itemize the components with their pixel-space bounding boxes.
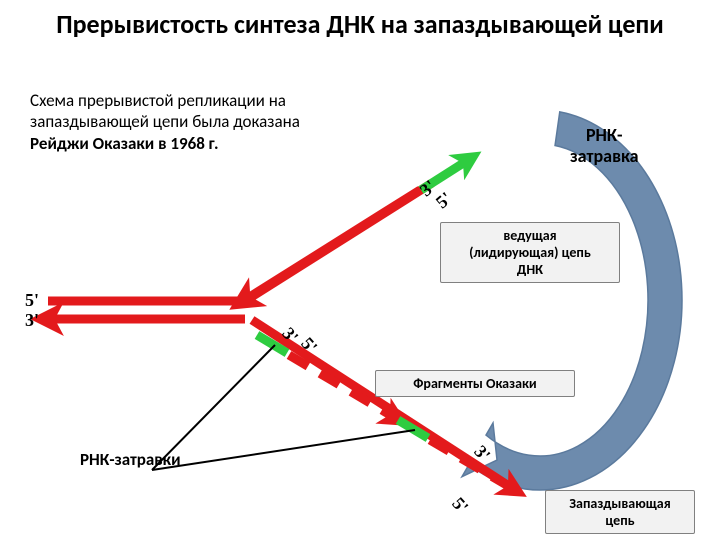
leading-l1: ведущая bbox=[503, 227, 556, 244]
lagging-strand-label: Запаздывающая цепь bbox=[545, 490, 695, 534]
okazaki-fragments-label: Фрагменты Оказаки bbox=[375, 370, 575, 397]
rna-primer-top-label: РНК- затравка bbox=[570, 125, 639, 166]
rna-top-l1: РНК- bbox=[586, 124, 623, 146]
end-3prime-left: 3' bbox=[25, 310, 39, 331]
okazaki-text: Фрагменты Оказаки bbox=[413, 375, 536, 392]
leading-strand-label: ведущая (лидирующая) цепь ДНК bbox=[440, 222, 620, 283]
rna-top-l2: затравка bbox=[570, 145, 639, 167]
end-5prime-left: 5' bbox=[25, 290, 39, 311]
lagging-l1: Запаздывающая bbox=[569, 495, 670, 512]
lagging-l2: цепь bbox=[605, 512, 634, 529]
rna-bot-text: РНК-затравки bbox=[80, 449, 181, 470]
rna-primers-bottom-label: РНК-затравки bbox=[80, 450, 181, 470]
leading-l3: ДНК bbox=[517, 261, 543, 278]
leading-l2: (лидирующая) цепь bbox=[469, 244, 591, 261]
